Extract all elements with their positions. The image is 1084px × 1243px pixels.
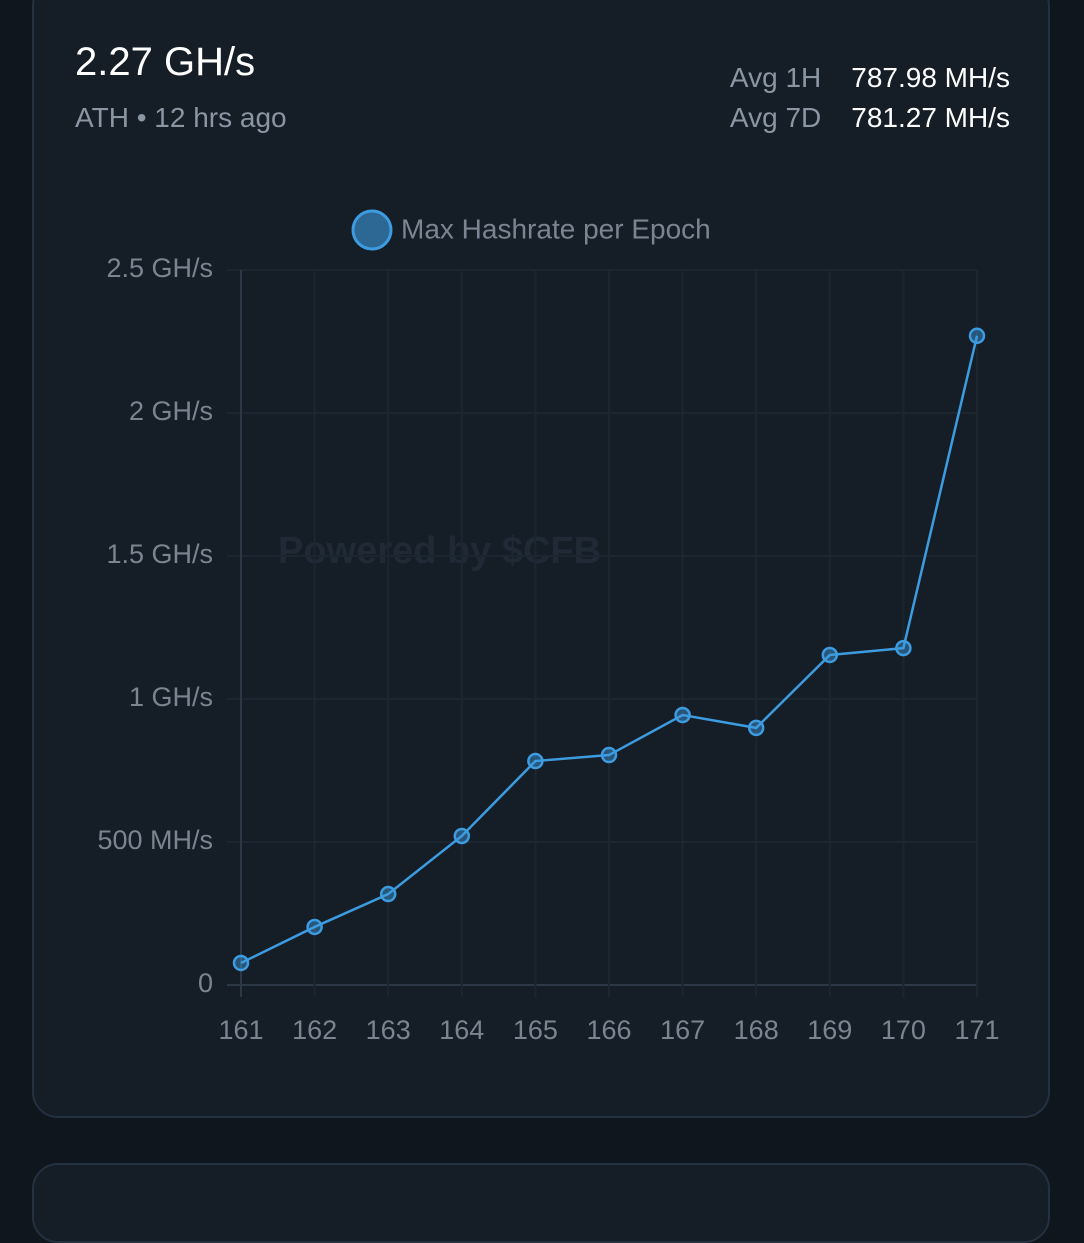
point — [600, 746, 618, 764]
separator: • — [136, 102, 147, 133]
x-tick-label: 171 — [954, 1015, 999, 1045]
x-tick-label: 170 — [881, 1015, 926, 1045]
y-tick-label: 1.5 GH/s — [106, 539, 213, 569]
y-tick-label: 0 — [198, 968, 213, 998]
ath-info: ATH • 12 hrs ago — [75, 102, 287, 134]
avg-row: Avg 7D 781.27 MH/s — [730, 102, 1010, 134]
avg-value: 781.27 MH/s — [851, 102, 1010, 133]
legend-label: Max Hashrate per Epoch — [401, 213, 711, 244]
chart-card — [32, 0, 1050, 1118]
x-tick-label: 169 — [807, 1015, 852, 1045]
ath-time: 12 hrs ago — [154, 102, 287, 133]
ath-label: ATH — [75, 102, 129, 133]
y-tick-label: 2.5 GH/s — [106, 253, 213, 283]
avg-row: Avg 1H 787.98 MH/s — [730, 62, 1010, 94]
point — [527, 752, 544, 770]
watermark: Powered by $CFB — [278, 530, 601, 572]
x-tick-label: 162 — [292, 1015, 337, 1045]
point — [821, 646, 839, 664]
y-tick-label: 1 GH/s — [129, 682, 213, 712]
y-tick-label: 500 MH/s — [97, 825, 213, 855]
point — [453, 827, 471, 845]
chart: Powered by $CFB 0 500 MH/s 1 GH/s 1.5 GH/s 2 … — [97, 209, 1000, 1045]
avg-label: Avg 1H — [729, 62, 822, 93]
y-tick-label: 2 GH/s — [129, 396, 213, 426]
page: {"header": {"value": "2.27 GH/s", "ath_l… — [32, 0, 1050, 1243]
point — [232, 954, 250, 972]
point — [895, 639, 912, 657]
line — [240, 335, 979, 965]
x-tick-label: 164 — [439, 1015, 484, 1045]
point — [747, 719, 765, 737]
point — [379, 885, 397, 903]
avg-value: 787.98 MH/s — [851, 62, 1010, 93]
x-tick-label: 166 — [586, 1015, 631, 1045]
x-tick-label: 163 — [366, 1015, 411, 1045]
avg-label: Avg 7D — [729, 102, 822, 133]
x-tick-label: 165 — [513, 1015, 558, 1045]
x-tick-label: 161 — [218, 1015, 263, 1045]
x-tick-label: 167 — [660, 1015, 705, 1045]
legend-swatch — [351, 209, 393, 251]
x-tick-label: 168 — [734, 1015, 779, 1045]
point — [968, 327, 986, 345]
point — [306, 918, 323, 936]
point — [674, 706, 691, 724]
current-hashrate: 2.27 GH/s — [75, 40, 256, 84]
